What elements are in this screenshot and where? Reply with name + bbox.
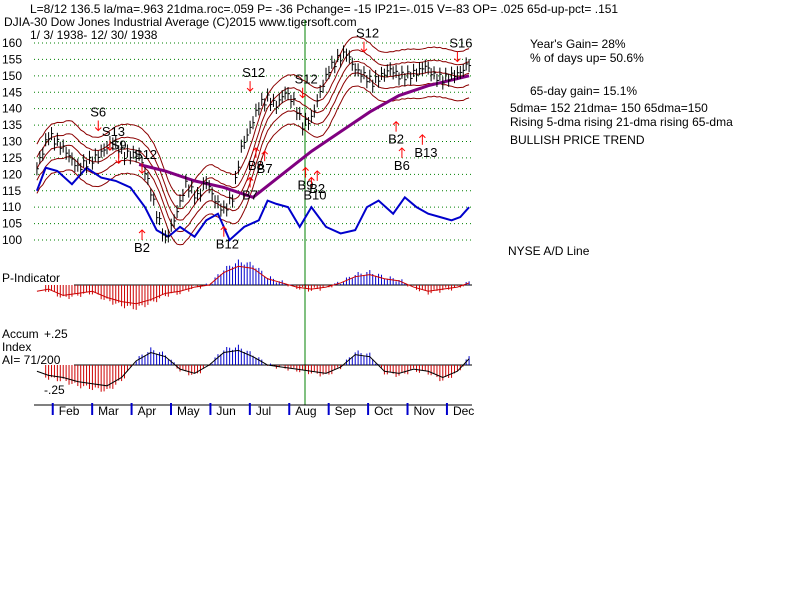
signal-label: B12 [216,237,239,252]
month-label: Dec [453,404,474,418]
signal-label: B7 [257,161,273,176]
signal-label: B7 [242,187,258,202]
y-tick-label: 105 [2,217,22,231]
month-label: Oct [374,404,393,418]
ma65-polyline [138,74,470,199]
y-tick-label: 135 [2,118,22,132]
y-tick-label: 150 [2,69,22,83]
signal-label: B2 [388,132,404,147]
month-label: Jun [216,404,235,418]
signal-label: S12 [295,72,318,87]
histogram-ma [36,265,470,305]
signal-label: S13 [102,124,125,139]
dma-values: 5dma= 152 21dma= 150 65dma=150 [510,101,708,115]
signal-arrow-head [106,146,114,151]
y-tick-label: 140 [2,102,22,116]
y-tick-label: 110 [2,200,21,214]
signal-arrow-head [94,127,102,132]
month-label: Aug [295,404,316,418]
header-stats: L=8/12 136.5 la/ma=.963 21dma.roc=.059 P… [30,2,618,16]
y-tick-label: 155 [2,52,22,66]
signal-label: B10 [303,187,326,202]
y-tick-label: 160 [2,36,22,50]
y-tick-label: 130 [2,135,22,149]
month-label: Nov [414,404,435,418]
p-indicator-panel [36,259,472,310]
signal-arrow-head [220,226,228,231]
signal-label: B2 [309,181,325,196]
band-line [36,36,470,197]
signal-label: B13 [414,145,437,160]
accum-top-label: +.25 [44,327,68,341]
band-line [36,49,470,210]
band-line [36,60,470,221]
signal-arrow-head [138,169,146,174]
days-up: % of days up= 50.6% [530,51,644,65]
y-tick-label: 125 [2,151,22,165]
chart-title: DJIA-30 Dow Jones Industrial Average (C)… [4,15,357,29]
accum-label: Accum [2,327,39,341]
signal-arrow-head [299,94,306,99]
y-tick-label: 115 [2,184,21,198]
signal-arrow-head [246,176,254,181]
ad-line-label: NYSE A/D Line [508,244,590,258]
y-tick-label: 100 [2,233,22,247]
signal-arrow-head [302,166,309,171]
ai-label: AI= 71/200 [2,353,61,367]
signal-label: S12 [356,26,379,41]
signal-label: B2 [134,240,150,255]
years-gain: Year's Gain= 28% [530,37,626,51]
signal-arrow-head [398,147,406,152]
month-axis: Feb Mar Apr May Jun Jul Aug Sep Oct Nov Dec [34,403,474,418]
ad-polyline [35,166,470,242]
signal-arrow-head [360,48,368,53]
signal-arrow-head [261,150,269,155]
gain-65: 65-day gain= 15.1% [530,84,637,98]
signal-label: B8 [248,158,264,173]
signal-label: S12 [134,147,157,162]
y-tick-label: 120 [2,167,22,181]
month-label: Apr [138,404,157,418]
signal-label: S12 [242,65,265,80]
signal-label: S16 [449,36,472,51]
y-tick-label: 145 [2,85,22,99]
price-bars [36,45,472,244]
accum-index-panel [36,344,472,392]
signal-arrow-head [419,134,426,139]
accum-bottom-label: -.25 [44,383,65,397]
band-line [36,85,470,246]
signal-arrow-head [252,147,260,152]
month-label: May [177,404,200,418]
signal-arrow-head [392,120,400,126]
signal-arrow-head [138,229,146,234]
histogram-ma [36,349,470,387]
band-line [36,72,470,233]
index-label: Index [2,340,31,354]
signal-arrow-head [115,159,123,165]
ma65-line [138,74,470,199]
signal-label: B6 [394,158,410,173]
signal-arrow-head [308,176,315,181]
trend-label: BULLISH PRICE TREND [510,133,645,147]
nyse-ad-line [35,166,470,242]
p-indicator-label: P-Indicator [2,271,60,285]
signal-arrow-head [454,58,461,63]
signal-arrow-head [246,87,254,92]
signal-label: S9 [111,137,127,152]
signal-arrow-head [313,170,321,175]
signal-label: B9 [298,178,314,193]
price-bands [36,36,470,246]
date-range: 1/ 3/ 1938- 12/ 30/ 1938 [30,28,158,42]
rising-status: Rising 5-dma rising 21-dma rising 65-dma [510,115,733,129]
month-label: Mar [98,404,119,418]
month-label: Sep [335,404,357,418]
signal-label: S6 [90,105,106,120]
month-label: Jul [256,404,271,418]
y-axis-ticks: 160 155 150 145 140 135 130 125 120 115 110 105 100 [2,36,22,247]
month-label: Feb [59,404,80,418]
